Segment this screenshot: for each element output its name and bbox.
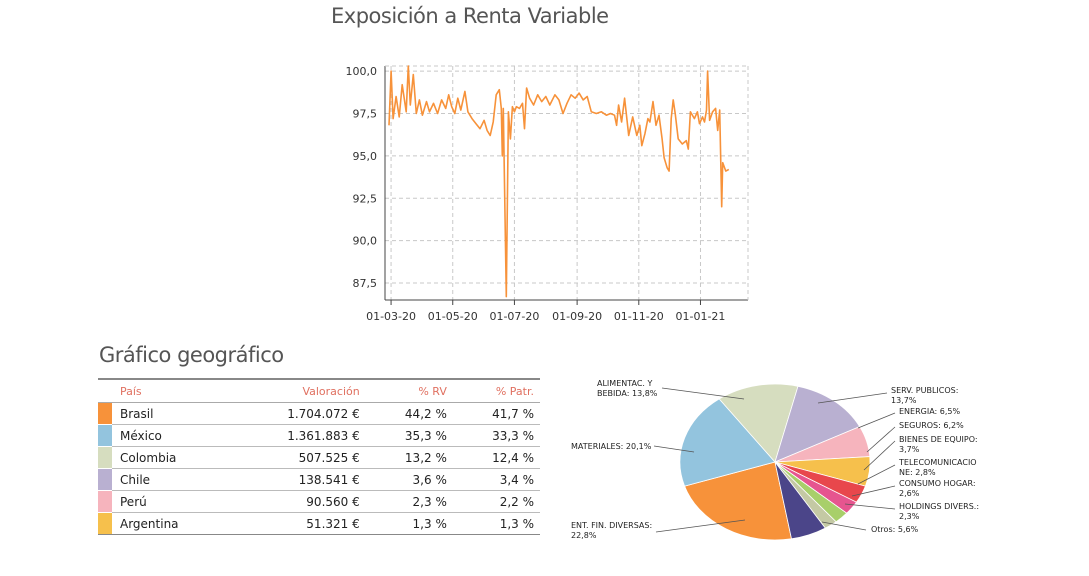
leader-line (817, 392, 888, 404)
leader-line (866, 426, 896, 453)
col-header-valuation: Valoración (229, 378, 366, 403)
rv-cell: 13,2 % (365, 446, 453, 469)
valuation-cell: 138.541 € (229, 468, 366, 491)
pie-slice (774, 385, 861, 463)
slice-label: 3,7% (899, 445, 920, 454)
slice-label: HOLDINGS DIVERS.: (899, 502, 979, 511)
slice-label: ENERGIA: 6,5% (899, 407, 961, 416)
patr-cell: 41,7 % (452, 402, 540, 425)
valuation-cell: 1.361.883 € (229, 424, 366, 447)
exposure-line-chart: 100,0 97,5 95,0 92,5 90,0 87,5 01-03-20 01-05-2… (346, 65, 749, 323)
valuation-cell: 90.560 € (229, 490, 366, 513)
x-tick-label: 01-03-20 (366, 310, 416, 323)
leader-line (863, 440, 896, 471)
country-name: Brasil (112, 402, 230, 425)
patr-cell: 1,3 % (452, 512, 540, 535)
leader-line (857, 464, 896, 485)
pie-slice (774, 461, 866, 503)
geo-section-title: Gráfico geográfico (99, 343, 284, 367)
legend-swatch (98, 402, 112, 425)
leader-line (844, 503, 896, 510)
leader-line (851, 485, 896, 497)
rv-cell: 1,3 % (365, 512, 453, 535)
patr-cell: 12,4 % (452, 446, 540, 469)
legend-swatch (98, 424, 112, 447)
y-tick-label: 92,5 (353, 192, 378, 205)
slice-label: BEBIDA: 13,8% (597, 389, 658, 398)
legend-swatch (98, 490, 112, 513)
patr-cell: 2,2 % (452, 490, 540, 513)
legend-swatch (98, 512, 112, 535)
pie-slice (774, 461, 826, 540)
leader-line (653, 445, 695, 453)
leader-line (821, 521, 867, 531)
slice-label: CONSUMO HOGAR: (899, 479, 976, 488)
patr-cell: 33,3 % (452, 424, 540, 447)
slice-label: MATERIALES: 20,1% (571, 442, 652, 451)
col-header-rv: % RV (365, 378, 453, 403)
y-tick-label: 87,5 (353, 277, 378, 290)
slice-label: TELECOMUNICACIO (898, 458, 977, 467)
page-title: Exposición a Renta Variable (331, 4, 609, 28)
pie-slice (774, 461, 837, 529)
rv-cell: 35,3 % (365, 424, 453, 447)
slice-label: ENT. FIN. DIVERSAS: (571, 521, 652, 530)
slice-label: Otros: 5,6% (871, 525, 919, 534)
y-tick-label: 90,0 (353, 235, 378, 248)
geo-table: País Valoración % RV % Patr. Brasil 1.704… (98, 378, 540, 535)
slice-label: 2,3% (899, 512, 920, 521)
pie-slice (718, 383, 799, 463)
y-tick-label: 95,0 (353, 150, 378, 163)
table-row: Perú 90.560 €2,3 % 2,2 % (98, 490, 540, 513)
rv-cell: 2,3 % (365, 490, 453, 513)
pie-slice (774, 461, 858, 514)
x-tick-label: 01-09-20 (552, 310, 602, 323)
col-header-patr: % Patr. (452, 378, 540, 403)
leader-line (857, 412, 896, 429)
slice-label: ALIMENTAC. Y (597, 379, 653, 388)
legend-swatch (98, 446, 112, 469)
leader-line (655, 519, 746, 533)
pie-slice (774, 426, 871, 463)
country-name: Argentina (112, 512, 230, 535)
slice-label: 13,7% (891, 396, 917, 405)
legend-swatch (98, 468, 112, 491)
pie-slice (679, 398, 776, 487)
country-name: Chile (112, 468, 230, 491)
rv-cell: 44,2 % (365, 402, 453, 425)
x-tick-label: 01-07-20 (489, 310, 539, 323)
slice-label: 22,8% (571, 531, 597, 540)
x-tick-label: 01-11-20 (614, 310, 664, 323)
rv-cell: 3,6 % (365, 468, 453, 491)
slice-label: 2,6% (899, 489, 920, 498)
country-name: Perú (112, 490, 230, 513)
valuation-cell: 51.321 € (229, 512, 366, 535)
table-row: México 1.361.883 €35,3 % 33,3 % (98, 424, 540, 447)
country-name: México (112, 424, 230, 447)
slice-label: SERV. PUBLICOS: (891, 386, 958, 395)
country-name: Colombia (112, 446, 230, 469)
valuation-cell: 507.525 € (229, 446, 366, 469)
col-header-country: País (98, 378, 230, 403)
slice-label: NE: 2,8% (899, 468, 936, 477)
x-tick-label: 01-01-21 (676, 310, 726, 323)
y-tick-label: 100,0 (346, 65, 378, 78)
pie-slice (684, 461, 792, 541)
pie-slice (774, 456, 871, 487)
x-tick-label: 01-05-20 (428, 310, 478, 323)
pie-slice (774, 461, 848, 523)
table-row: Chile 138.541 €3,6 % 3,4 % (98, 468, 540, 491)
y-tick-label: 97,5 (353, 107, 378, 120)
table-row: Brasil 1.704.072 €44,2 % 41,7 % (98, 402, 540, 425)
patr-cell: 3,4 % (452, 468, 540, 491)
slice-label: BIENES DE EQUIPO: (899, 435, 978, 444)
leader-line (661, 387, 745, 400)
geo-table-header: País Valoración % RV % Patr. (98, 378, 540, 403)
series-line (388, 65, 730, 298)
valuation-cell: 1.704.072 € (229, 402, 366, 425)
table-row: Colombia 507.525 €13,2 % 12,4 % (98, 446, 540, 469)
slice-label: SEGUROS: 6,2% (899, 421, 964, 430)
table-row: Argentina 51.321 €1,3 % 1,3 % (98, 512, 540, 535)
